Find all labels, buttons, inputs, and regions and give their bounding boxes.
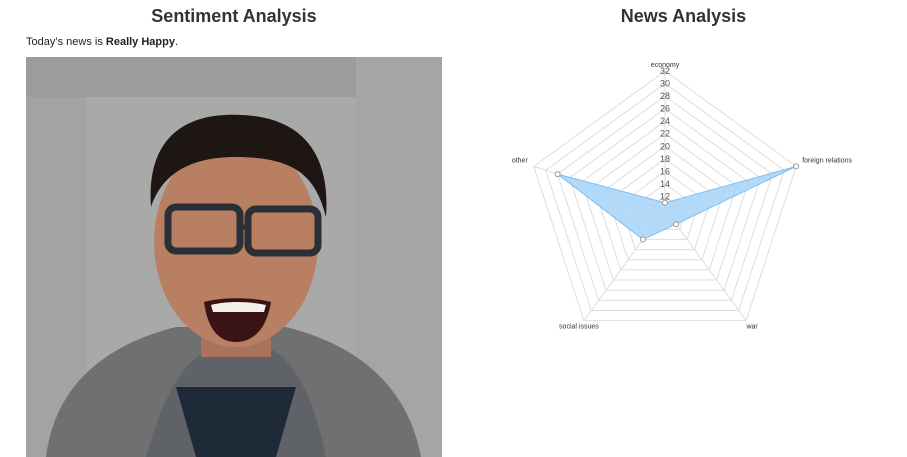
tick-label: 24 [660, 116, 670, 126]
tick-label: 32 [660, 66, 670, 76]
axis-label-other: other [512, 157, 529, 164]
grid-ring [592, 133, 738, 271]
axis-label-social-issues: social issues [559, 324, 599, 331]
sentence-suffix: . [174, 36, 179, 48]
webcam-photo [26, 57, 442, 457]
sentiment-value: Really Happy [105, 36, 175, 48]
grid-ring [557, 95, 773, 301]
tick-label: 30 [660, 79, 670, 89]
series-area [557, 165, 797, 240]
series-point [554, 171, 561, 178]
series-point [673, 221, 680, 228]
radar-series [554, 163, 800, 243]
sentiment-title: Sentiment Analysis [151, 6, 317, 26]
axis-label-economy: economy [651, 62, 680, 69]
grid-ring [568, 107, 762, 291]
radar-tick-labels: 12 14 16 18 20 22 24 26 28 30 32 [660, 66, 670, 202]
sentence-prefix: Today’s news is [26, 36, 106, 48]
tick-label: 14 [660, 179, 670, 189]
news-analysis-title: News Analysis [620, 6, 747, 26]
tick-label: 28 [660, 91, 670, 101]
grid-ring [580, 120, 750, 281]
grid-ring [533, 70, 797, 322]
radar-chart: 12 14 16 18 20 22 24 26 28 30 32 economy foreign re… [512, 62, 853, 331]
series-point [662, 199, 668, 206]
tick-label: 22 [660, 129, 670, 139]
series-point [639, 236, 646, 243]
axis-label-war: war [745, 324, 758, 331]
radar-axis-labels: economy foreign relations war social issues… [512, 62, 853, 331]
tick-label: 20 [660, 141, 670, 151]
axis-label-foreign-relations: foreign relations [802, 157, 852, 164]
tick-label: 26 [660, 104, 670, 114]
grid-ring [628, 170, 702, 240]
grid-ring [545, 82, 785, 311]
series-point [793, 163, 800, 170]
sentiment-sentence: Today’s news is Really Happy. [26, 36, 178, 48]
tick-label: 18 [660, 154, 670, 164]
tick-label: 12 [660, 192, 670, 202]
tick-label: 16 [660, 166, 670, 176]
grid-spoke [664, 208, 747, 321]
grid-ring [616, 158, 714, 251]
person-photo-icon [26, 57, 442, 457]
grid-ring [604, 145, 726, 261]
